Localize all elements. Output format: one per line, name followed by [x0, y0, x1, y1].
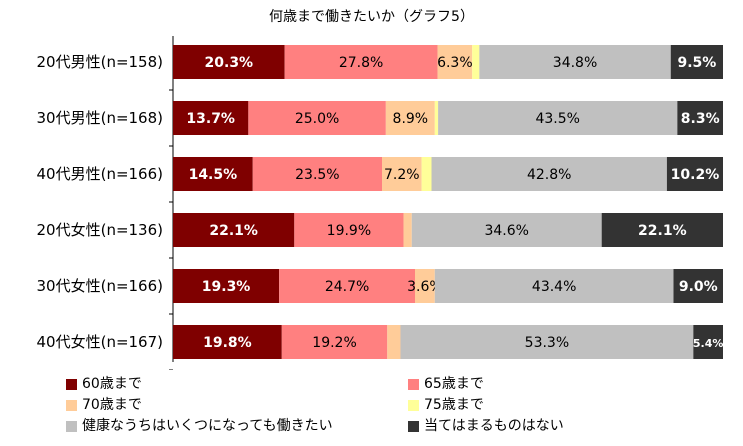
- data-label: 42.8%: [527, 167, 571, 183]
- data-label: 7.2%: [384, 167, 420, 183]
- legend-item: 75歳まで: [408, 395, 484, 415]
- bar-segment: [411, 213, 602, 247]
- bar-segment: [677, 101, 723, 135]
- bar-segment: [673, 269, 723, 303]
- bar-segment: [403, 213, 412, 247]
- bar-segment: [294, 213, 404, 247]
- data-label: 34.8%: [553, 55, 597, 71]
- bar-segment: [693, 325, 723, 359]
- legend-label: 70歳まで: [82, 397, 142, 413]
- data-label: 14.5%: [189, 167, 238, 183]
- data-label: 25.0%: [295, 111, 339, 127]
- legend-item: 60歳まで: [66, 374, 142, 394]
- legend-swatch: [66, 399, 77, 411]
- legend-item: 70歳まで: [66, 395, 142, 415]
- data-label: 3.6%: [407, 279, 443, 295]
- category-label: 30代女性(n=166): [37, 277, 164, 295]
- legend: 60歳まで 65歳まで 70歳まで 75歳まで健康なうちはいくつになっても働きたい 当て…: [66, 374, 626, 444]
- bar-segment: [281, 325, 388, 359]
- bar-segment: [173, 45, 285, 79]
- legend-swatch: [408, 399, 419, 411]
- data-label: 19.3%: [202, 279, 251, 295]
- data-label: 22.1%: [638, 223, 687, 239]
- data-label: 19.9%: [327, 223, 371, 239]
- bar-segment: [382, 157, 422, 191]
- data-label: 19.8%: [203, 335, 252, 351]
- bar-segment: [173, 157, 253, 191]
- category-label: 20代男性(n=158): [37, 53, 164, 71]
- bar-segment: [437, 45, 473, 79]
- data-label: 20.3%: [205, 55, 254, 71]
- bar-segment: [385, 101, 435, 135]
- legend-label: 当てはまるものはない: [424, 418, 564, 434]
- data-label: 6.3%: [437, 55, 473, 71]
- data-label: 9.5%: [677, 55, 716, 71]
- data-label: 9.0%: [679, 279, 718, 295]
- bar-segment: [666, 157, 723, 191]
- plot-area: 20代男性(n=158)20.3%27.8%6.3%1.3%34.8%9.5%3…: [37, 36, 724, 370]
- data-label: 43.4%: [532, 279, 576, 295]
- data-label: 10.2%: [671, 167, 720, 183]
- bar-segment: [421, 157, 432, 191]
- data-label: 19.2%: [312, 335, 356, 351]
- legend-item: 健康なうちはいくつになっても働きたい: [66, 416, 333, 436]
- category-label: 40代女性(n=167): [37, 333, 164, 351]
- category-label: 20代女性(n=136): [37, 221, 164, 239]
- category-label: 40代男性(n=166): [37, 165, 164, 183]
- bar-segment: [601, 213, 723, 247]
- data-label: 23.5%: [295, 167, 339, 183]
- data-label: 53.3%: [525, 335, 569, 351]
- bar-segment: [173, 269, 280, 303]
- legend-swatch: [408, 420, 419, 432]
- data-label: 34.6%: [484, 223, 528, 239]
- legend-swatch: [408, 378, 419, 390]
- bar-segment: [472, 45, 480, 79]
- bar-segment: [173, 101, 249, 135]
- legend-label: 75歳まで: [424, 397, 484, 413]
- bar-segment: [431, 157, 667, 191]
- legend-label: 60歳まで: [82, 376, 142, 392]
- data-label: 22.1%: [209, 223, 258, 239]
- legend-item: 当てはまるものはない: [408, 416, 564, 436]
- legend-swatch: [66, 420, 77, 432]
- bar-segment: [479, 45, 671, 79]
- bar-segment: [400, 325, 694, 359]
- chart-title: 何歳まで働きたいか（グラフ5）: [269, 9, 474, 25]
- data-label: 8.3%: [681, 111, 720, 127]
- bar-segment: [670, 45, 723, 79]
- bar-segment: [284, 45, 438, 79]
- bar-segment: [248, 101, 386, 135]
- data-label: 43.5%: [535, 111, 579, 127]
- bar-segment: [279, 269, 415, 303]
- legend-label: 65歳まで: [424, 376, 484, 392]
- bar-segment: [173, 325, 282, 359]
- legend-item: 65歳まで: [408, 374, 484, 394]
- bar-segment: [387, 325, 401, 359]
- bar-segment: [438, 101, 678, 135]
- bar-segment: [434, 269, 674, 303]
- bar-segment: [415, 269, 435, 303]
- bar-segment: [434, 101, 439, 135]
- data-label: 13.7%: [186, 111, 235, 127]
- data-label: 27.8%: [339, 55, 383, 71]
- bar-segment: [252, 157, 382, 191]
- bar-segment: [173, 213, 295, 247]
- data-label: 8.9%: [393, 111, 429, 127]
- category-label: 30代男性(n=168): [37, 109, 164, 127]
- data-label: 5.4%: [693, 337, 724, 350]
- data-label: 24.7%: [325, 279, 369, 295]
- legend-label: 健康なうちはいくつになっても働きたい: [82, 418, 333, 434]
- legend-swatch: [66, 378, 77, 390]
